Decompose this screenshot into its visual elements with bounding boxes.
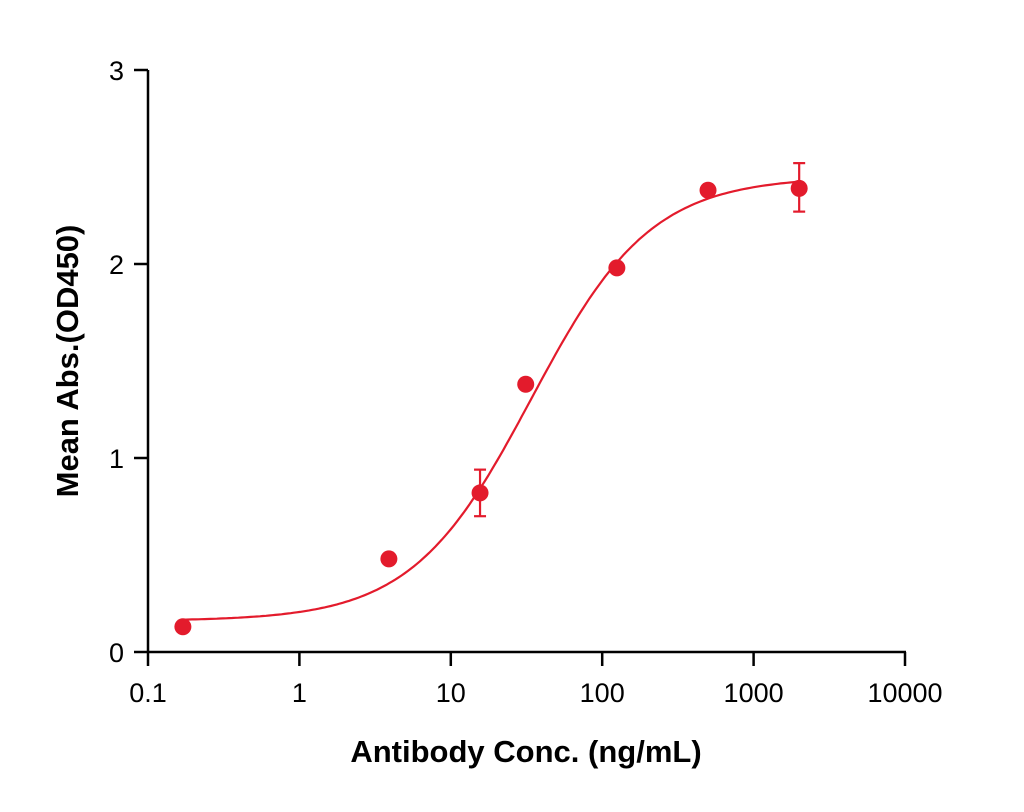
- data-point: [699, 181, 717, 199]
- plot-area: [174, 162, 808, 636]
- data-point: [790, 179, 808, 197]
- data-point: [517, 375, 535, 393]
- x-tick-label: 10000: [867, 678, 942, 708]
- ticks: 0.1 1 10 100 1000 10000 0 1 2 3: [109, 56, 943, 708]
- x-tick-label: 100: [580, 678, 625, 708]
- x-tick-label: 1000: [724, 678, 784, 708]
- axes: [146, 70, 906, 654]
- x-tick-label: 1: [292, 678, 307, 708]
- y-axis-title: Mean Abs.(OD450): [50, 225, 85, 498]
- data-point: [608, 259, 626, 277]
- x-axis-title: Antibody Conc. (ng/mL): [350, 734, 701, 769]
- data-point: [471, 484, 489, 502]
- y-tick-label: 1: [109, 444, 124, 474]
- y-tick-label: 0: [109, 638, 124, 668]
- y-tick-label: 2: [109, 250, 124, 280]
- data-point: [174, 618, 192, 636]
- fit-curve: [182, 180, 800, 621]
- x-tick-label: 10: [436, 678, 466, 708]
- data-point: [380, 550, 398, 568]
- y-tick-label: 3: [109, 56, 124, 86]
- x-tick-label: 0.1: [129, 678, 167, 708]
